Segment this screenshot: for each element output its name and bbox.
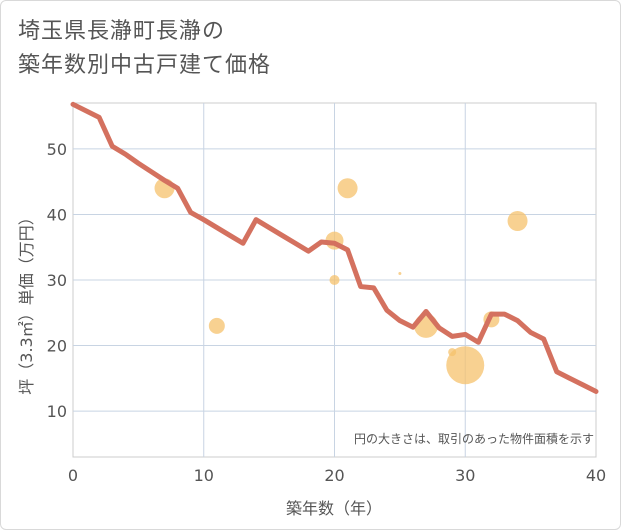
chart-title-line-1: 埼玉県長瀞町長瀞の xyxy=(18,19,226,44)
y-tick-label: 10 xyxy=(47,402,67,421)
y-tick-label: 30 xyxy=(47,271,67,290)
line-series xyxy=(70,101,599,394)
chart-note: 円の大きさは、取引のあった物件面積を示す xyxy=(354,431,594,446)
bubble-point xyxy=(507,211,528,231)
y-tick-label: 20 xyxy=(47,337,67,356)
x-tick-label: 20 xyxy=(324,466,344,485)
x-axis-label: 築年数（年） xyxy=(286,499,382,518)
x-tick-label: 30 xyxy=(455,466,475,485)
y-axis-ticks: 10 20 30 40 50 xyxy=(47,140,67,421)
x-axis-ticks: 0 10 20 30 40 xyxy=(68,466,606,485)
bubble-point xyxy=(398,271,402,275)
average-price-line xyxy=(70,101,599,394)
chart-title: 埼玉県長瀞町長瀞の 築年数別中古戸建て価格 xyxy=(18,15,271,83)
x-tick-label: 40 xyxy=(586,466,606,485)
y-tick-label: 40 xyxy=(47,205,67,224)
chart-title-line-2: 築年数別中古戸建て価格 xyxy=(18,53,272,78)
bubble-point xyxy=(329,275,340,285)
x-tick-label: 0 xyxy=(68,466,78,485)
bubble-point xyxy=(337,178,358,199)
bubble-point xyxy=(446,346,485,385)
y-axis-label: 坪（3.3㎡）単価（万円） xyxy=(17,209,36,394)
bubble-point xyxy=(208,317,225,334)
y-tick-label: 50 xyxy=(47,140,67,159)
x-tick-label: 10 xyxy=(194,466,214,485)
